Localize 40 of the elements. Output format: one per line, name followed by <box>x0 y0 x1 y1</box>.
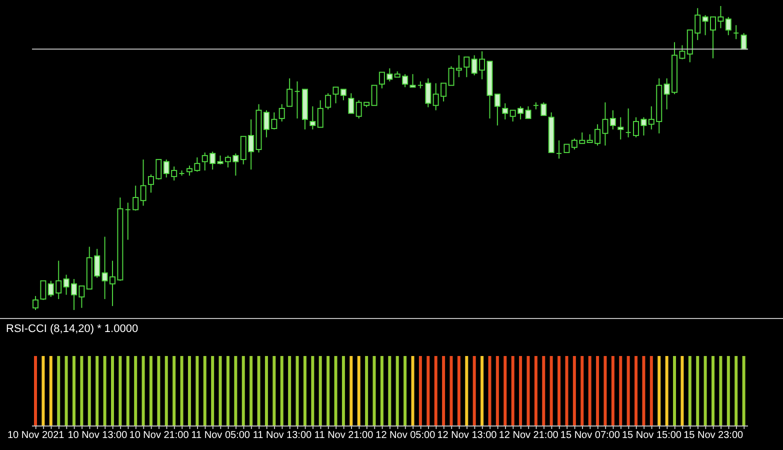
candlestick <box>456 54 462 78</box>
candlestick <box>348 92 354 114</box>
x-tick-label: 15 Nov 07:00 <box>560 430 620 442</box>
x-tick-label: 11 Nov 21:00 <box>314 430 374 442</box>
candlestick <box>294 80 300 119</box>
candlestick <box>618 116 624 140</box>
candlestick <box>371 84 378 106</box>
candlestick <box>464 56 470 78</box>
x-tick-label: 12 Nov 05:00 <box>376 430 436 442</box>
candlestick <box>325 92 332 110</box>
candlestick <box>140 159 146 206</box>
candlestick <box>278 104 285 122</box>
candlestick <box>502 102 508 120</box>
x-tick-label: 10 Nov 2021 <box>7 430 65 442</box>
candlestick <box>610 110 616 130</box>
x-tick-label: 12 Nov 21:00 <box>498 430 559 442</box>
candlestick <box>740 32 747 50</box>
x-tick-label: 11 Nov 13:00 <box>252 430 312 442</box>
candlestick <box>725 16 732 36</box>
x-tick-label: 12 Nov 13:00 <box>437 430 498 442</box>
candlestick <box>40 280 46 300</box>
candlestick <box>124 202 131 240</box>
candlestick <box>540 102 547 116</box>
candlestick <box>317 100 324 128</box>
candlestick <box>625 108 632 138</box>
x-tick-label: 10 Nov 13:00 <box>68 430 128 442</box>
x-tick-label: 10 Nov 21:00 <box>129 430 190 442</box>
chart-title: RSI-CCI (8,14,20) * 1.0000 <box>6 323 138 335</box>
x-tick-label: 15 Nov 15:00 <box>622 430 682 442</box>
candlestick <box>425 78 432 108</box>
candlestick <box>556 140 562 160</box>
candlestick <box>32 296 38 310</box>
candlestick <box>410 74 416 88</box>
candlestick <box>132 185 139 212</box>
x-tick-label: 11 Nov 05:00 <box>191 430 250 442</box>
candlestick <box>310 106 316 130</box>
candlestick <box>494 94 500 126</box>
candlestick <box>733 24 740 40</box>
x-tick-label: 15 Nov 23:00 <box>684 430 744 442</box>
candlestick <box>286 78 293 107</box>
